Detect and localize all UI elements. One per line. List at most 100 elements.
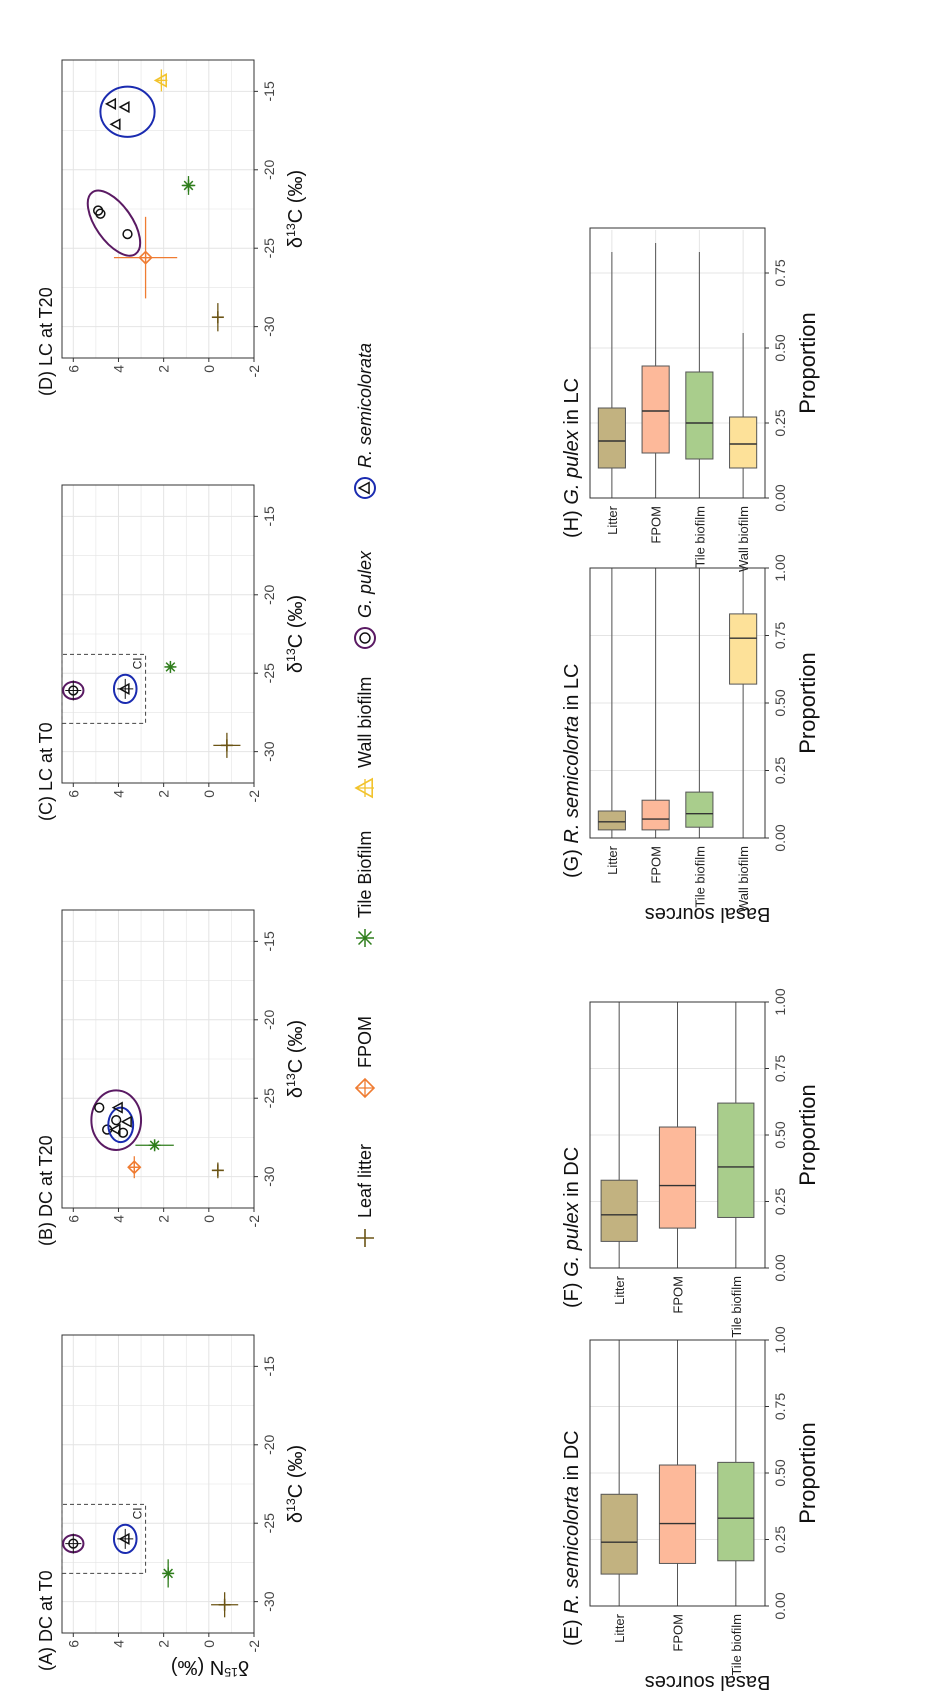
y-tick-label: 0 — [201, 1640, 217, 1648]
title-prefix: (E) — [561, 1614, 583, 1646]
x-tick-label: -20 — [261, 159, 277, 179]
y-tick-label: 2 — [156, 1215, 172, 1223]
panel-title: (G) R. semicolorta in LC — [561, 664, 583, 879]
legend-item-gpulex: G. pulex — [354, 550, 376, 649]
box-panel-h: 0.00 0.25 0.50 0.75 Litter FPOM Tile biofilm Wa… — [561, 227, 820, 572]
y-tick-label: 2 — [156, 365, 172, 373]
panel-title: (B) DC at T20 — [36, 1135, 56, 1246]
title-suffix: in LC — [561, 664, 583, 716]
x-tick-label: -25 — [261, 1513, 277, 1533]
isotope-number: 15 — [224, 1665, 238, 1679]
x-tick-label: 1.00 — [772, 988, 788, 1015]
y-tick-label: -2 — [246, 1215, 262, 1228]
box — [685, 371, 714, 460]
y-tick-label: 0 — [201, 365, 217, 373]
tile-point-d2 — [163, 1568, 174, 1579]
x-tick-label: 0.75 — [772, 259, 788, 286]
panel-border — [61, 484, 255, 784]
title-species: G. pulex — [561, 429, 583, 504]
x-axis-label: Proportion — [795, 1422, 820, 1524]
panel-border — [589, 1339, 766, 1607]
legend-item-fpom: FPOM — [354, 1016, 376, 1099]
category-label: Wall biofilm — [736, 506, 751, 572]
y-tick-label: 4 — [110, 790, 126, 798]
title-prefix: (H) — [561, 505, 583, 538]
gpulex-point-circle — [95, 208, 106, 219]
y-tick-label: 4 — [110, 1640, 126, 1648]
rsemi-ellipse — [99, 85, 156, 138]
x-axis-label: δ13C (‰) — [284, 1445, 307, 1523]
box — [685, 791, 714, 828]
title-species: R. semicolorta — [561, 716, 583, 844]
legend-symbol-triangle — [357, 481, 370, 495]
y-tick-label: 6 — [65, 790, 81, 798]
x-tick-label: 0.50 — [772, 689, 788, 716]
category-label: Litter — [612, 1275, 627, 1305]
x-tick-label: 0.75 — [772, 1393, 788, 1420]
legend-label: Leaf litter — [355, 1144, 375, 1218]
y-tick-label: 0 — [201, 1215, 217, 1223]
legend-label: R. semicolorata — [355, 343, 375, 468]
x-tick-label: 1.00 — [772, 1326, 788, 1353]
x-tick-label: 0.50 — [772, 334, 788, 361]
x-tick-label: -15 — [261, 506, 277, 526]
x-tick-label: 0.50 — [772, 1459, 788, 1486]
x-tick-label: 0.00 — [772, 1254, 788, 1281]
isotope-element: C (‰) — [285, 170, 307, 223]
box — [597, 810, 626, 831]
isotope-number: 13 — [284, 648, 298, 662]
legend-item-rsemi: R. semicolorata — [354, 343, 376, 499]
category-label: Tile biofilm — [729, 1614, 744, 1676]
box-panel-f: 0.00 0.25 0.50 0.75 1.00 Litter FPOM Tile biofi… — [561, 988, 820, 1337]
box-panel-g: 0.00 0.25 0.50 0.75 1.00 Litter FPOM Tile biofi… — [561, 554, 820, 925]
title-prefix: (F) — [561, 1277, 583, 1308]
x-tick-label: -20 — [261, 1009, 277, 1029]
rsemi-ellipse — [107, 1106, 135, 1144]
isotope-element: C (‰) — [285, 595, 307, 648]
legend-ellipse — [354, 477, 376, 499]
y-tick-label: 4 — [110, 1215, 126, 1223]
x-tick-label: -15 — [261, 931, 277, 951]
y-axis-label: Basal sources — [645, 1671, 771, 1693]
y-tick-label: -2 — [246, 790, 262, 803]
legend-label: Tile Biofilm — [355, 831, 375, 918]
x-tick-label: 0.25 — [772, 757, 788, 784]
box — [717, 1102, 755, 1218]
panel-border — [589, 227, 766, 499]
category-label: FPOM — [649, 846, 664, 884]
delta-symbol: δ — [238, 1656, 249, 1678]
x-tick-label: 1.00 — [772, 554, 788, 581]
x-tick-label: 0.75 — [772, 622, 788, 649]
x-tick-label: -20 — [261, 1434, 277, 1454]
box — [658, 1126, 697, 1229]
x-tick-label: -30 — [261, 1166, 277, 1186]
x-tick-label: -30 — [261, 1591, 277, 1611]
tile-point-d2 — [183, 180, 194, 191]
title-species: G. pulex — [561, 1201, 583, 1276]
gpulex-point-circle — [122, 228, 133, 240]
title-suffix: in DC — [561, 1430, 583, 1486]
category-label: FPOM — [671, 1276, 686, 1314]
box — [717, 1461, 755, 1562]
x-tick-label: 0.75 — [772, 1055, 788, 1082]
isotope-element: N (‰) — [171, 1656, 224, 1678]
panel-border — [61, 909, 255, 1209]
x-axis-label: Proportion — [795, 312, 820, 414]
rsemi-point-triangle — [109, 118, 121, 131]
y-axis-label: δ15N (‰) — [171, 1656, 249, 1679]
isotope-element: C (‰) — [285, 1445, 307, 1498]
legend-label: G. pulex — [355, 550, 375, 618]
x-tick-label: -20 — [261, 584, 277, 604]
x-tick-label: 0.50 — [772, 1121, 788, 1148]
legend: Leaf litter FPOM Tile Biofilm Wall biofilm G… — [354, 343, 376, 1247]
delta-symbol: δ — [285, 1512, 307, 1523]
legend-symbol-circle — [359, 632, 371, 644]
x-tick-label: -30 — [261, 741, 277, 761]
x-axis-label: δ13C (‰) — [284, 170, 307, 248]
box — [641, 365, 670, 454]
rsemi-ellipse — [112, 1523, 138, 1555]
panel-title: (F) G. pulex in DC — [561, 1147, 583, 1308]
delta-symbol: δ — [285, 662, 307, 673]
gpulex-point-circle — [94, 1102, 105, 1113]
